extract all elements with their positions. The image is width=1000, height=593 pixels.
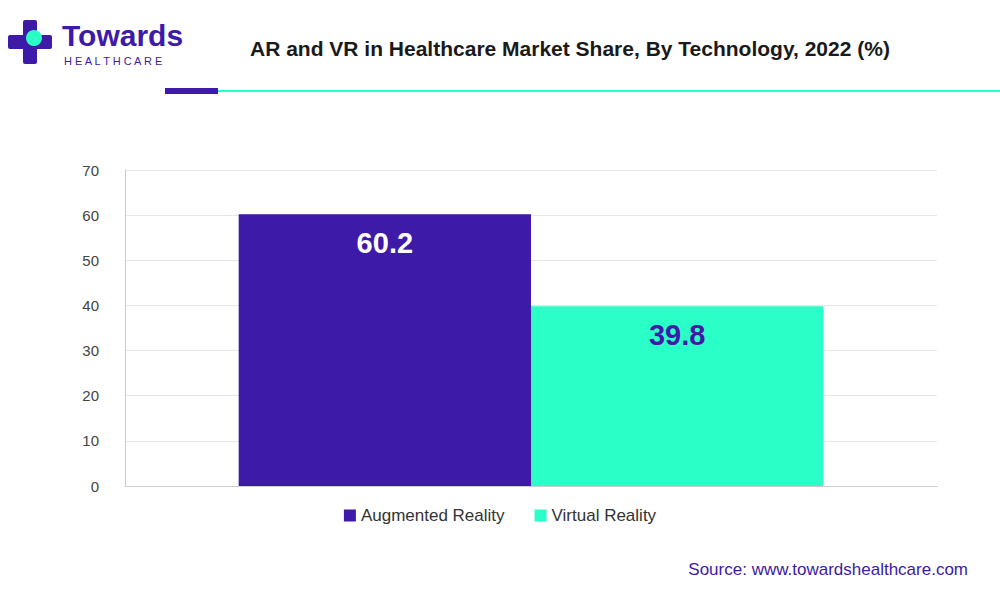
svg-text:50: 50 — [82, 252, 99, 269]
svg-text:70: 70 — [82, 162, 99, 179]
svg-text:30: 30 — [82, 342, 99, 359]
svg-text:60.2: 60.2 — [357, 227, 413, 259]
svg-text:Towards: Towards — [62, 19, 183, 52]
svg-text:H E A L T H C A R E: H E A L T H C A R E — [64, 55, 162, 67]
svg-text:AR and VR in Healthcare Market: AR and VR in Healthcare Market Share, By… — [250, 37, 890, 60]
svg-text:Source: www.towardshealthcare.: Source: www.towardshealthcare.com — [688, 560, 968, 579]
svg-text:39.8: 39.8 — [649, 319, 705, 351]
svg-text:Virtual Reality: Virtual Reality — [552, 506, 657, 525]
svg-text:20: 20 — [82, 387, 99, 404]
svg-text:0: 0 — [91, 478, 99, 495]
svg-text:60: 60 — [82, 207, 99, 224]
svg-text:40: 40 — [82, 297, 99, 314]
svg-text:Augmented Reality: Augmented Reality — [361, 506, 505, 525]
svg-text:10: 10 — [82, 432, 99, 449]
